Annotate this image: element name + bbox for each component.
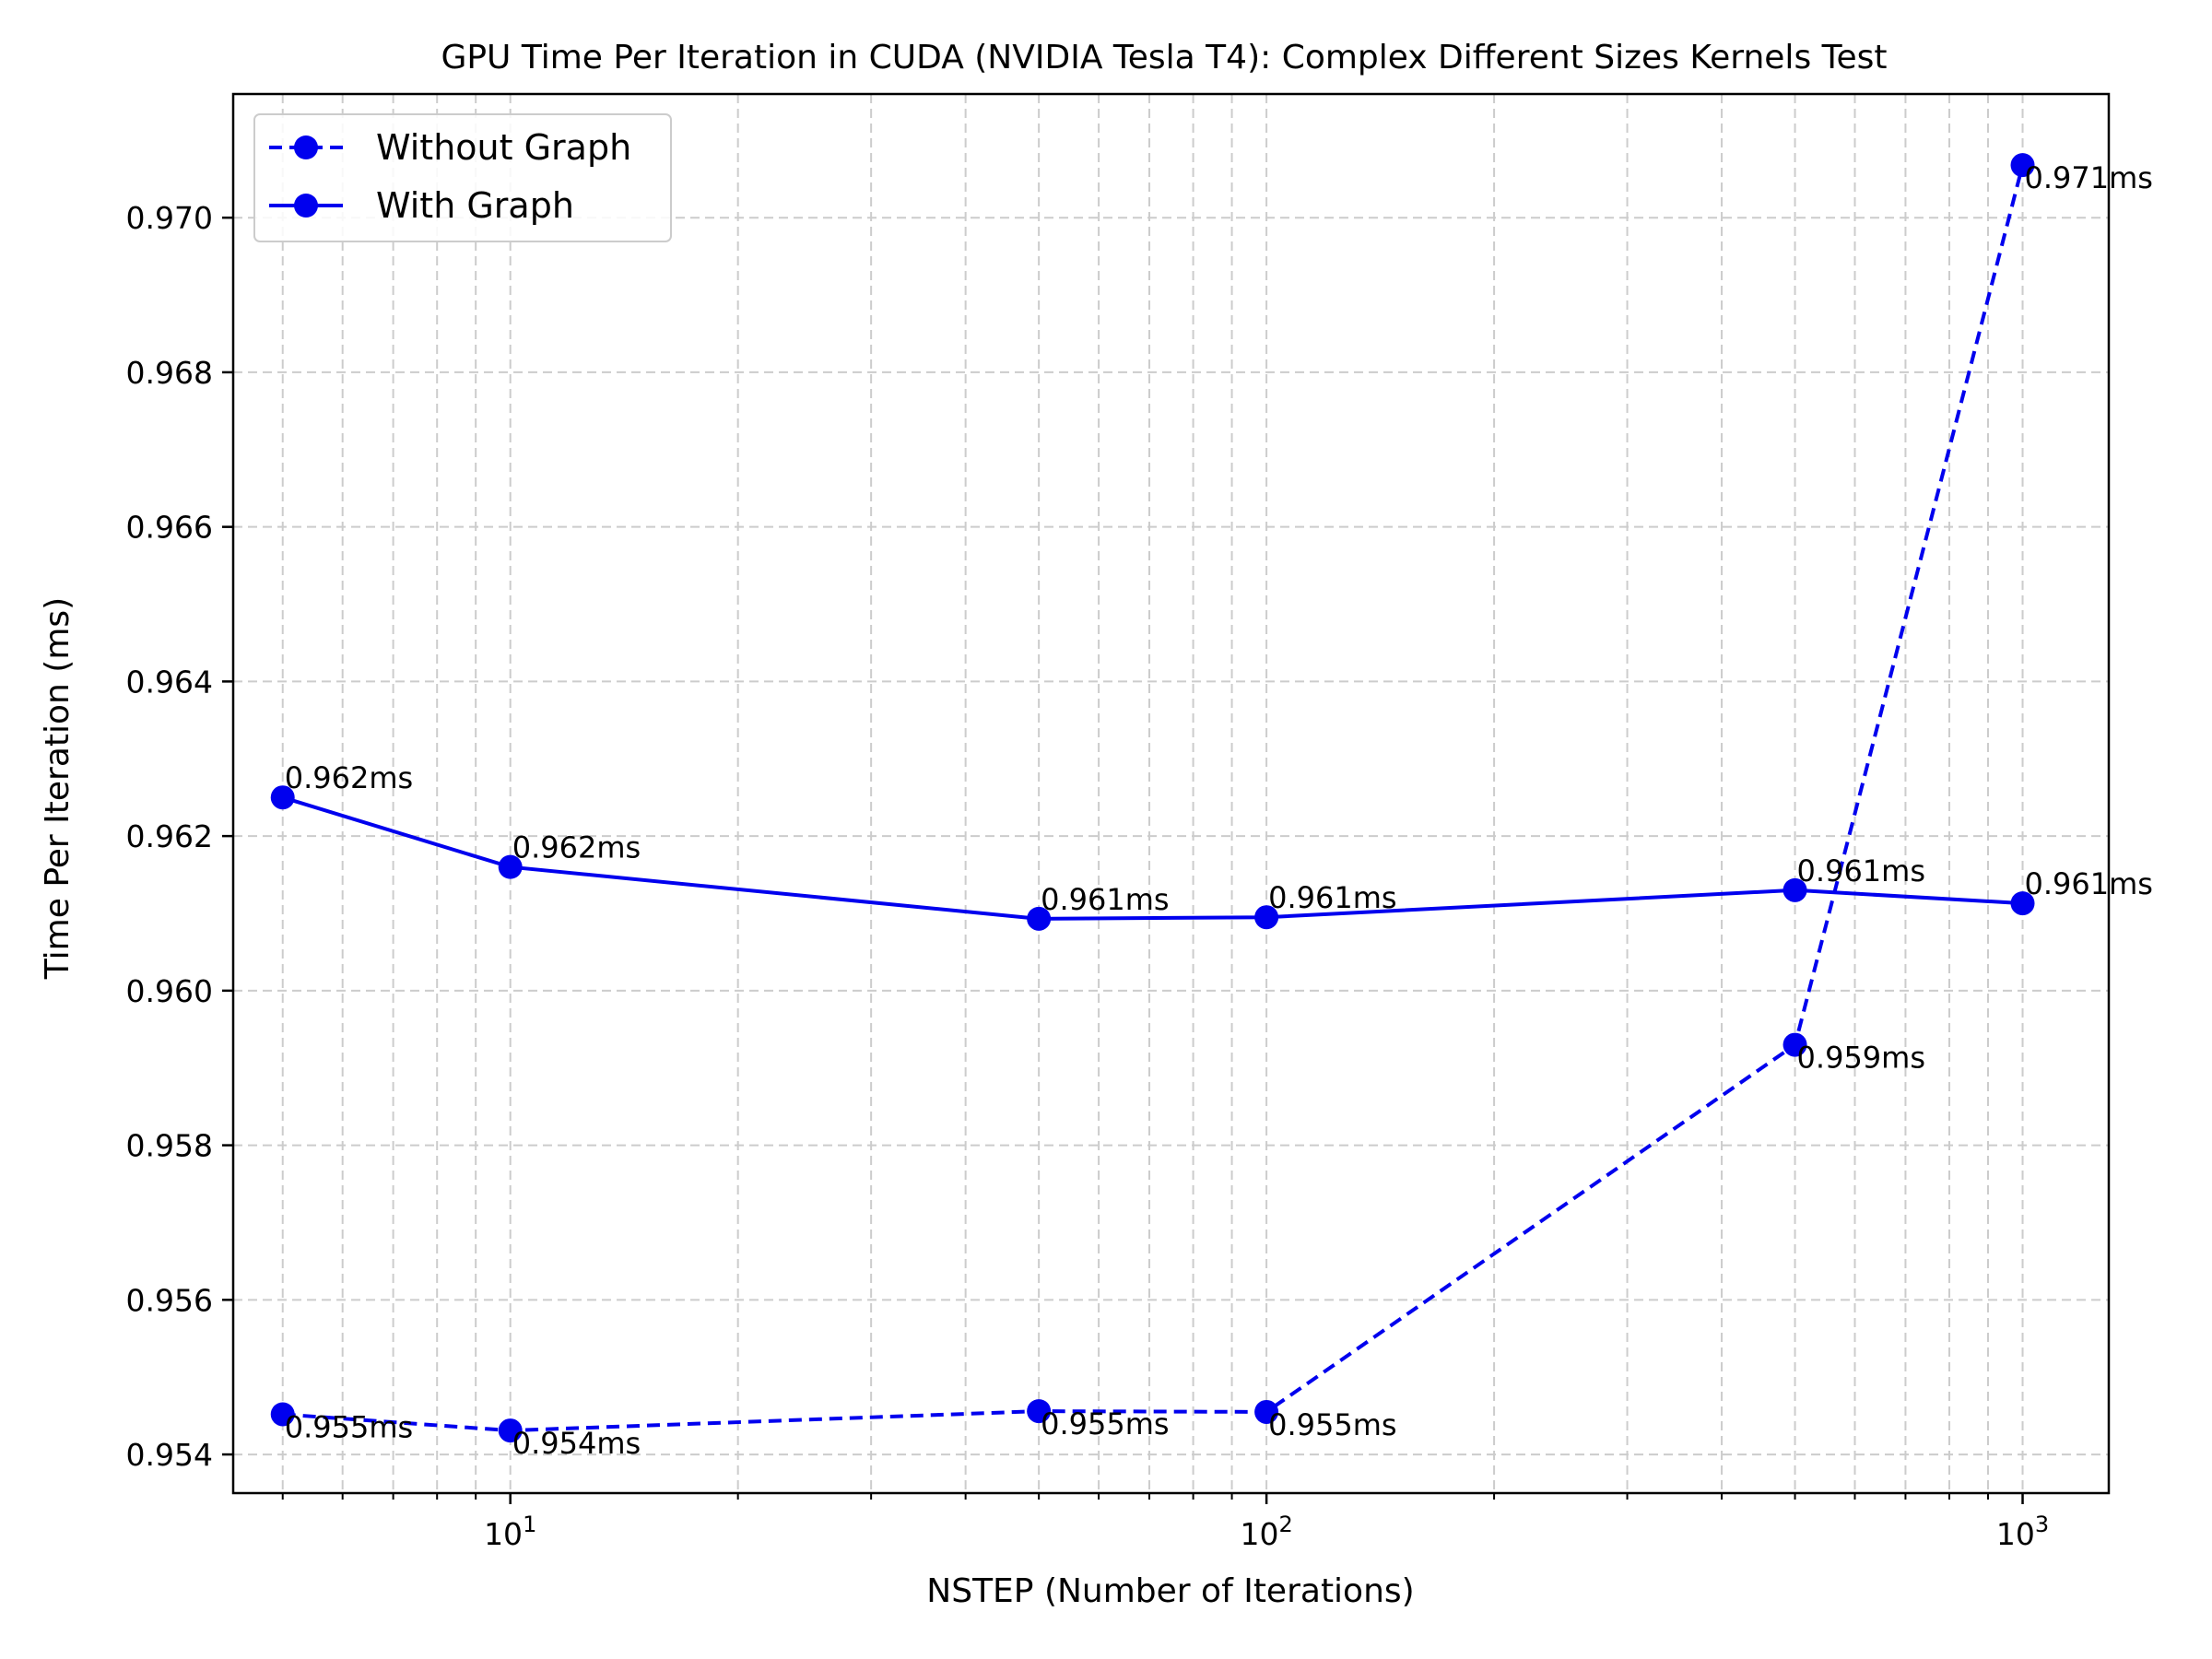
legend: Without Graph With Graph — [253, 113, 672, 242]
series-group — [270, 153, 2035, 1443]
y-tick-label: 0.962 — [126, 818, 213, 854]
with-graph-data-label: 0.961ms — [2025, 866, 2153, 901]
without-graph-point — [1027, 1399, 1052, 1424]
without-graph-point — [498, 1418, 523, 1443]
y-tick-label: 0.968 — [126, 355, 213, 391]
with-graph-line — [282, 795, 2023, 921]
without-graph-point — [1783, 1032, 1807, 1057]
axes: 0.954 0.956 0.958 0.960 0.962 0.964 0.966 0.968… — [126, 92, 2111, 1552]
x-tick-label: 101 — [484, 1512, 536, 1552]
without-graph-data-label: 0.955ms — [1268, 1407, 1396, 1442]
with-graph-data-label: 0.962ms — [285, 760, 413, 795]
without-graph-legend-marker — [294, 135, 318, 159]
with-graph-point — [498, 854, 523, 879]
y-tick-label: 0.966 — [126, 510, 213, 546]
without-graph-point — [270, 1402, 295, 1427]
y-tick-label: 0.970 — [126, 200, 213, 236]
with-graph-point — [1783, 877, 1807, 902]
y-tick-label: 0.960 — [126, 973, 213, 1009]
y-tick-label: 0.958 — [126, 1128, 213, 1164]
with-graph-legend-label: With Graph — [376, 185, 574, 226]
without-graph-point — [1254, 1399, 1279, 1424]
legend-box — [253, 113, 672, 242]
with-graph-point — [2010, 891, 2035, 916]
without-graph-data-label: 0.971ms — [2025, 160, 2153, 195]
y-tick-label: 0.964 — [126, 664, 213, 700]
x-axis-title: NSTEP (Number of Iterations) — [926, 1572, 1414, 1610]
x-tick-label: 103 — [1996, 1512, 2049, 1552]
x-tick-label: 102 — [1240, 1512, 1292, 1552]
without-graph-data-label: 0.959ms — [1797, 1041, 1925, 1076]
with-graph-point — [1254, 905, 1279, 930]
with-graph-data-label: 0.961ms — [1268, 880, 1396, 915]
with-graph-data-label: 0.962ms — [512, 830, 641, 865]
with-graph-point — [270, 785, 295, 810]
y-tick-label: 0.956 — [126, 1282, 213, 1318]
without-graph-data-label: 0.955ms — [1041, 1406, 1169, 1441]
plot-frame — [231, 92, 2111, 1495]
without-graph-legend-label: Without Graph — [376, 127, 631, 168]
data-labels: 0.955ms 0.954ms 0.955ms 0.955ms 0.959ms 0.971… — [285, 160, 2153, 1461]
with-graph-point — [1027, 906, 1052, 931]
with-graph-data-label: 0.961ms — [1797, 853, 1925, 888]
without-graph-point — [2010, 153, 2035, 178]
without-graph-data-label: 0.955ms — [285, 1409, 413, 1444]
with-graph-legend-marker — [294, 194, 318, 218]
with-graph-data-label: 0.961ms — [1041, 882, 1169, 917]
y-axis-title: Time Per Iteration (ms) — [39, 597, 76, 980]
chart-title: GPU Time Per Iteration in CUDA (NVIDIA T… — [441, 39, 1887, 76]
y-tick-label: 0.954 — [126, 1437, 213, 1473]
without-graph-line — [282, 164, 2025, 1433]
without-graph-data-label: 0.954ms — [512, 1426, 641, 1461]
